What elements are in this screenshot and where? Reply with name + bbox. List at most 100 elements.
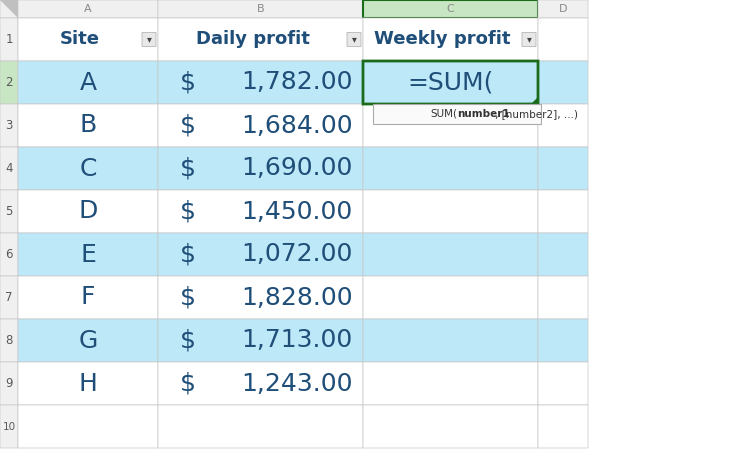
Text: C: C — [80, 157, 97, 180]
Text: G: G — [78, 328, 98, 352]
Polygon shape — [531, 97, 538, 104]
Text: B: B — [80, 113, 97, 138]
Bar — [373, 104, 541, 124]
Bar — [347, 33, 361, 46]
Text: C: C — [447, 4, 454, 14]
Bar — [0, 276, 18, 319]
Bar — [363, 147, 538, 190]
Bar — [538, 104, 588, 147]
Text: D: D — [78, 199, 98, 224]
Text: 1,450.00: 1,450.00 — [242, 199, 353, 224]
Bar — [0, 405, 18, 448]
Bar — [363, 190, 538, 233]
Bar — [18, 104, 158, 147]
Text: F: F — [81, 286, 95, 310]
Bar — [0, 61, 18, 104]
Bar — [0, 0, 18, 18]
Bar — [18, 405, 158, 448]
Bar — [0, 190, 18, 233]
Text: ▾: ▾ — [526, 34, 532, 45]
Bar — [0, 319, 18, 362]
Text: D: D — [559, 4, 567, 14]
Text: A: A — [80, 71, 97, 94]
Text: Weekly profit: Weekly profit — [374, 31, 511, 48]
Bar — [363, 0, 538, 18]
Bar — [158, 61, 363, 104]
Text: 1,828.00: 1,828.00 — [242, 286, 353, 310]
Bar — [158, 0, 363, 18]
Text: 6: 6 — [5, 248, 13, 261]
Bar — [363, 405, 538, 448]
Text: Daily profit: Daily profit — [196, 31, 310, 48]
Bar — [158, 405, 363, 448]
Bar — [158, 18, 363, 61]
Text: H: H — [79, 372, 98, 396]
Bar — [18, 0, 158, 18]
Text: 1,072.00: 1,072.00 — [242, 243, 353, 266]
Text: 1,782.00: 1,782.00 — [242, 71, 353, 94]
Bar — [0, 147, 18, 190]
Bar — [538, 362, 588, 405]
Bar — [538, 18, 588, 61]
Bar — [158, 276, 363, 319]
Text: 2: 2 — [5, 76, 13, 89]
Text: $: $ — [180, 199, 196, 224]
Text: 4: 4 — [5, 162, 13, 175]
Bar — [538, 276, 588, 319]
Bar — [363, 104, 538, 147]
Bar — [18, 319, 158, 362]
Text: E: E — [80, 243, 96, 266]
Bar — [363, 319, 538, 362]
Bar — [363, 233, 538, 276]
Text: 1,243.00: 1,243.00 — [242, 372, 353, 396]
Bar — [363, 362, 538, 405]
Text: $: $ — [180, 286, 196, 310]
Bar — [158, 319, 363, 362]
Text: Site: Site — [60, 31, 100, 48]
Bar — [538, 405, 588, 448]
Text: $: $ — [180, 372, 196, 396]
Text: B: B — [256, 4, 264, 14]
Bar — [538, 147, 588, 190]
Text: ▾: ▾ — [146, 34, 152, 45]
Text: number1: number1 — [457, 109, 510, 119]
Bar — [18, 18, 158, 61]
Bar — [0, 362, 18, 405]
Bar — [374, 105, 542, 125]
Bar — [538, 233, 588, 276]
Bar — [363, 18, 538, 61]
Text: 10: 10 — [2, 421, 16, 432]
Text: $: $ — [180, 243, 196, 266]
Bar — [363, 61, 538, 104]
Text: 7: 7 — [5, 291, 13, 304]
Text: 5: 5 — [5, 205, 13, 218]
Bar — [158, 190, 363, 233]
Bar — [158, 362, 363, 405]
Text: $: $ — [180, 328, 196, 352]
Bar — [538, 61, 588, 104]
Bar — [158, 233, 363, 276]
Text: 1,684.00: 1,684.00 — [242, 113, 353, 138]
Bar — [538, 190, 588, 233]
Bar — [158, 104, 363, 147]
Polygon shape — [0, 0, 18, 18]
Text: 1,713.00: 1,713.00 — [242, 328, 353, 352]
Text: $: $ — [180, 113, 196, 138]
Bar — [0, 104, 18, 147]
Bar — [363, 276, 538, 319]
Bar — [18, 233, 158, 276]
Bar — [18, 190, 158, 233]
Bar — [158, 147, 363, 190]
Bar — [0, 18, 18, 61]
Bar — [0, 233, 18, 276]
Text: =SUM(: =SUM( — [407, 71, 494, 94]
Text: 1: 1 — [5, 33, 13, 46]
Text: $: $ — [180, 71, 196, 94]
Text: A: A — [84, 4, 92, 14]
Text: , [number2], ...): , [number2], ...) — [495, 109, 578, 119]
Bar — [538, 319, 588, 362]
Bar — [18, 147, 158, 190]
Text: SUM(: SUM( — [430, 109, 457, 119]
Bar — [538, 0, 588, 18]
Bar — [18, 362, 158, 405]
